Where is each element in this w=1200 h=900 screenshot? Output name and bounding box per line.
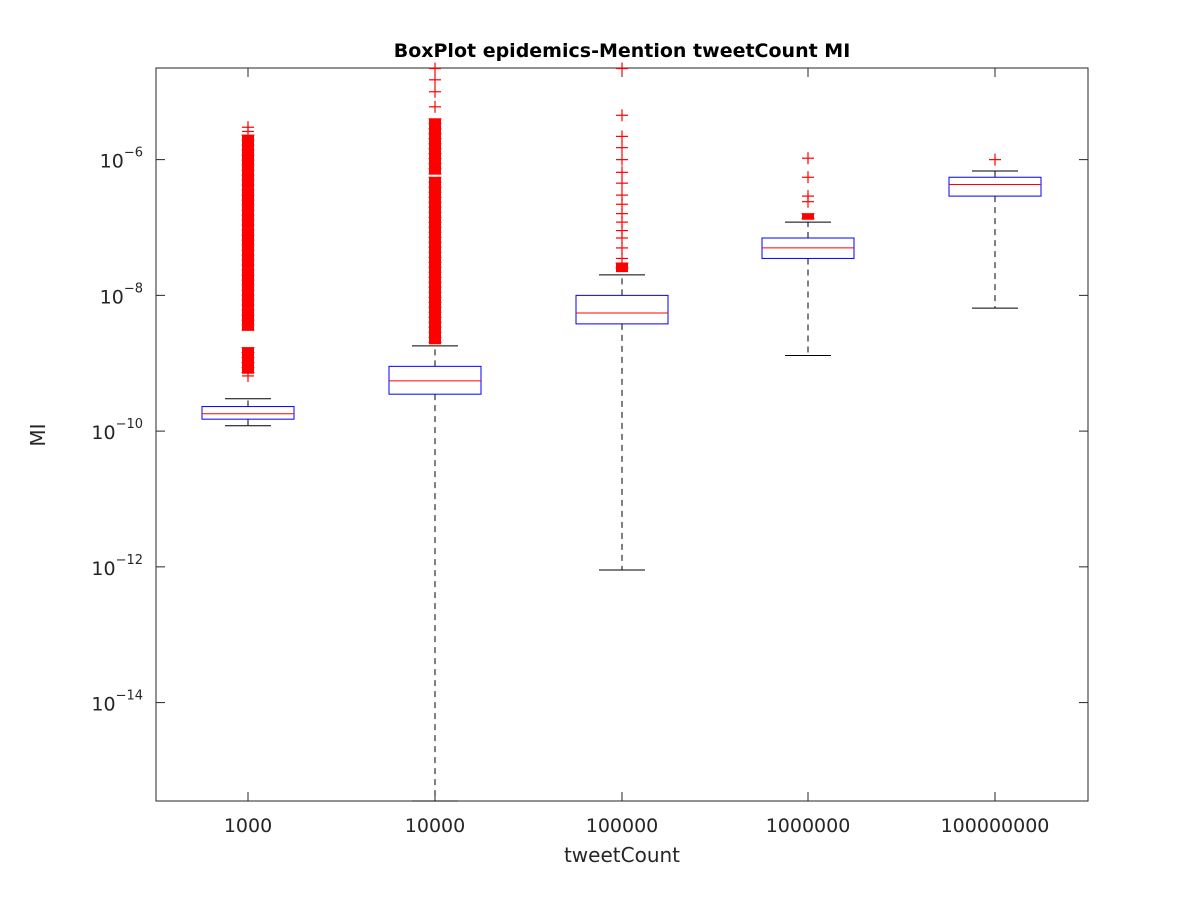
outlier-point <box>616 130 628 143</box>
x-tick-label: 100000000 <box>941 815 1050 837</box>
y-tick-exponent: −14 <box>116 689 143 704</box>
outlier-band <box>242 347 254 374</box>
outlier-point <box>616 189 628 202</box>
chart-title: BoxPlot epidemics-Mention tweetCount MI <box>394 40 851 62</box>
y-tick-base: 10 <box>91 694 115 716</box>
y-tick-base: 10 <box>91 558 115 580</box>
outlier-point <box>616 62 628 75</box>
outlier-band <box>242 135 254 331</box>
iqr-box <box>201 406 295 420</box>
y-tick-label: 10−12 <box>91 553 143 580</box>
outlier-point <box>616 166 628 179</box>
x-axis-title: tweetCount <box>564 843 680 867</box>
iqr-box <box>575 294 669 325</box>
outlier-band <box>429 118 441 175</box>
box-group <box>388 62 482 802</box>
outlier-point <box>616 252 628 265</box>
y-tick-exponent: −12 <box>116 553 143 568</box>
y-tick-exponent: −8 <box>124 281 143 296</box>
box-group <box>948 153 1042 309</box>
y-tick-label: 10−8 <box>100 281 143 308</box>
y-tick-label: 10−10 <box>91 417 143 444</box>
y-tick-label: 10−14 <box>91 689 143 716</box>
y-tick-exponent: −6 <box>124 146 143 161</box>
iqr-box <box>948 176 1042 197</box>
box-group <box>761 152 855 357</box>
y-tick-base: 10 <box>91 422 115 444</box>
outlier-band <box>802 213 814 220</box>
y-tick-exponent: −10 <box>116 417 143 432</box>
box-group <box>575 62 669 571</box>
outlier-point <box>616 153 628 166</box>
outlier-point <box>989 153 1001 166</box>
x-tick-label: 1000000 <box>766 815 851 837</box>
outlier-point <box>242 125 254 138</box>
outlier-point <box>616 177 628 190</box>
outlier-point <box>429 73 441 86</box>
outlier-point <box>802 152 814 165</box>
outlier-point <box>802 171 814 184</box>
y-tick-base: 10 <box>100 151 124 173</box>
outlier-point <box>429 85 441 98</box>
y-tick-label: 10−6 <box>100 146 143 173</box>
outlier-point <box>802 190 814 203</box>
outlier-point <box>429 100 441 113</box>
x-tick-label: 100000 <box>586 815 659 837</box>
x-tick-label: 1000 <box>224 815 272 837</box>
outlier-point <box>242 369 254 382</box>
outlier-point <box>616 109 628 122</box>
iqr-box <box>388 365 482 395</box>
box-group <box>201 121 295 427</box>
y-axis-title: MI <box>26 423 50 446</box>
y-tick-base: 10 <box>100 286 124 308</box>
outlier-point <box>429 62 441 75</box>
outlier-point <box>616 141 628 154</box>
x-tick-label: 10000 <box>405 815 465 837</box>
